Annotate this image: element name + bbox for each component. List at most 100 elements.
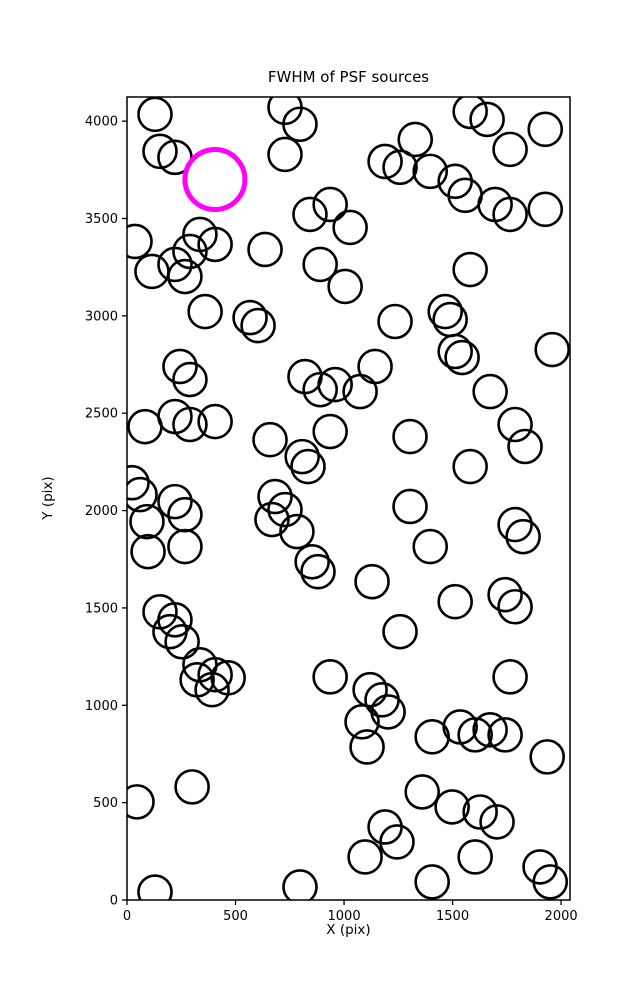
psf-source-circle <box>300 553 336 590</box>
psf-source-circle <box>367 809 403 845</box>
points-group <box>127 97 570 900</box>
psf-source-circle <box>479 804 515 840</box>
psf-source-circle <box>142 133 178 170</box>
psf-source-circle <box>477 186 513 223</box>
psf-source-circle <box>312 186 348 223</box>
y-tick-label: 1000 <box>85 699 118 714</box>
psf-source-circle <box>127 408 163 445</box>
psf-source-circle <box>292 196 328 233</box>
y-tick-label: 2000 <box>85 504 118 519</box>
axes-box <box>126 96 571 901</box>
psf-source-circle <box>472 712 508 748</box>
psf-source-circle <box>392 418 428 455</box>
psf-source-circle <box>157 246 193 283</box>
psf-source-circle <box>344 704 380 740</box>
psf-source-circle <box>457 717 493 753</box>
psf-source-circle <box>452 251 488 288</box>
x-tick-label: 0 <box>123 909 131 924</box>
psf-source-circle <box>152 613 188 650</box>
psf-source-circle <box>452 97 488 130</box>
psf-source-circle <box>187 293 223 330</box>
psf-source-circle <box>290 448 326 485</box>
psf-source-circle <box>197 403 233 440</box>
psf-source-circle <box>129 503 165 540</box>
psf-source-circle <box>412 153 449 190</box>
psf-source-circle <box>487 576 523 613</box>
psf-source-circle <box>472 373 508 410</box>
psf-source-circle <box>332 209 368 246</box>
y-tick-label: 1500 <box>85 601 118 616</box>
psf-source-circle <box>497 406 533 443</box>
psf-source-circle <box>527 191 564 228</box>
psf-source-circle <box>397 121 434 158</box>
y-tick-label: 0 <box>110 894 118 909</box>
psf-source-circle <box>312 413 348 450</box>
psf-source-circle <box>254 501 290 538</box>
psf-source-circle <box>302 246 338 283</box>
psf-source-circle <box>404 774 440 810</box>
psf-source-circle <box>197 226 233 263</box>
psf-source-circle <box>347 839 383 875</box>
psf-source-circle <box>534 331 570 368</box>
psf-source-circle <box>247 231 283 268</box>
y-tick-label: 4000 <box>85 115 118 130</box>
psf-source-circle <box>414 864 450 900</box>
psf-source-circle <box>137 97 173 133</box>
psf-source-circle <box>357 348 393 385</box>
psf-source-circle <box>367 143 403 180</box>
psf-source-circle <box>527 111 564 148</box>
psf-source-circle <box>197 656 233 693</box>
psf-source-circle <box>469 101 505 138</box>
psf-source-circle <box>127 784 155 820</box>
psf-source-circle <box>392 488 428 525</box>
psf-source-circle <box>532 864 569 900</box>
psf-source-circle <box>282 869 318 900</box>
psf-source-circle <box>507 428 543 465</box>
psf-source-circle <box>327 268 363 305</box>
psf-source-circle <box>379 824 415 860</box>
psf-source-circle <box>462 794 498 830</box>
psf-source-circle <box>172 406 208 443</box>
y-tick-label: 500 <box>93 796 118 811</box>
psf-source-circle <box>284 438 320 475</box>
psf-source-circle <box>382 149 418 186</box>
psf-source-circle <box>172 361 208 398</box>
psf-source-circle <box>497 588 533 625</box>
y-tick-label: 3500 <box>85 212 118 227</box>
psf-source-circle <box>349 729 385 765</box>
psf-source-circle <box>232 299 268 336</box>
x-tick-label: 1500 <box>436 909 469 924</box>
psf-source-circle <box>522 849 558 885</box>
psf-source-circle <box>282 106 318 143</box>
psf-source-circle <box>134 253 170 290</box>
psf-source-circle <box>127 223 153 260</box>
psf-source-circle <box>127 464 150 501</box>
psf-source-circle <box>267 136 303 173</box>
psf-source-circle <box>434 789 470 825</box>
psf-source-circle <box>317 366 353 403</box>
psf-source-circle <box>130 533 166 570</box>
psf-source-circle <box>164 624 200 660</box>
psf-source-circle <box>452 448 488 485</box>
psf-source-circle <box>377 303 413 340</box>
psf-source-circle <box>267 491 303 528</box>
psf-source-circle <box>279 513 315 550</box>
psf-source-circle <box>162 348 198 385</box>
psf-source-circle <box>497 506 533 543</box>
psf-source-circle <box>210 660 246 696</box>
x-tick-label: 500 <box>223 909 248 924</box>
psf-source-circle <box>529 739 566 775</box>
psf-source-circle <box>157 483 193 520</box>
psf-source-circle <box>370 694 406 730</box>
psf-source-circle <box>137 874 173 900</box>
psf-source-circle <box>505 518 541 555</box>
psf-source-circle <box>444 339 480 376</box>
psf-source-circle <box>174 769 210 805</box>
x-axis-label: X (pix) <box>326 922 371 938</box>
psf-source-circle <box>437 583 473 620</box>
psf-source-circle <box>492 131 528 168</box>
psf-source-circle <box>342 373 378 410</box>
psf-source-circle <box>127 476 158 513</box>
psf-source-circle <box>414 719 450 755</box>
